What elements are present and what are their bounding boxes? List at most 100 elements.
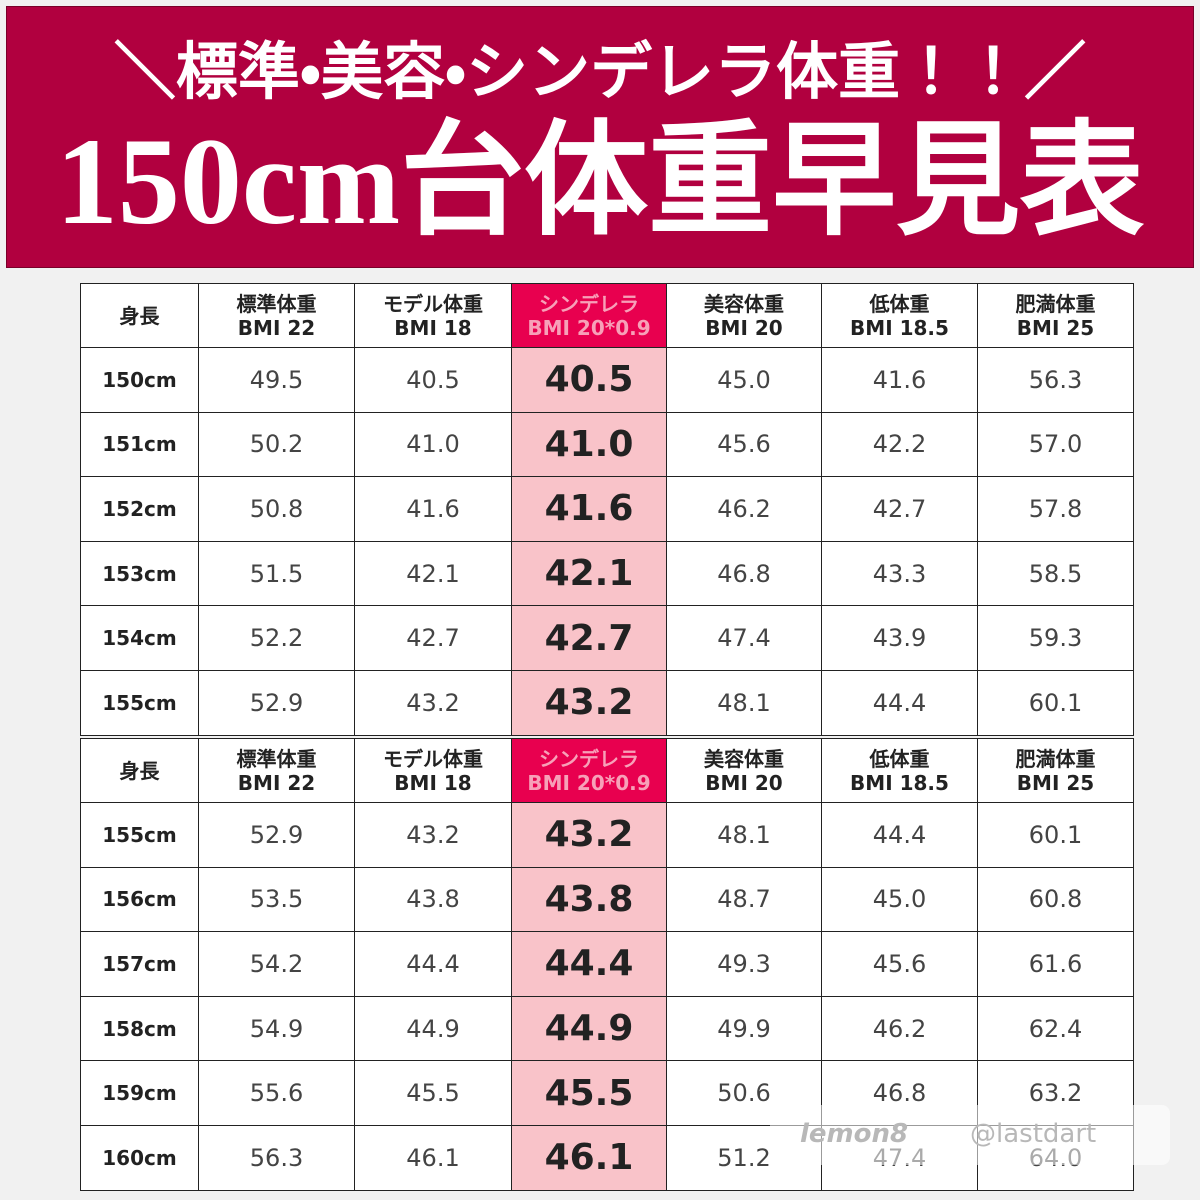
weight-cell: 50.8 [198,476,355,542]
weight-cell: 42.2 [821,411,978,478]
weight-cell: 49.3 [666,931,822,997]
header-cell: 標準体重 BMI 22 [198,738,355,803]
weight-cell: 43.9 [821,605,978,671]
weight-cell: 59.3 [977,605,1134,671]
weight-cell: 45.0 [821,866,978,933]
header-text: 標準体重 [236,746,317,771]
header-text: 肥満体重 [1015,746,1096,771]
weight-cell: 43.8 [354,866,512,933]
title-line1: ＼標準・美容・シンデレラ体重！！／ [113,35,1087,108]
weight-cell: 50.2 [198,411,355,478]
header-text: BMI 22 [237,315,316,340]
header-text: BMI 18 [394,770,472,795]
weight-cell: 42.1 [511,540,667,607]
header-text: 身長 [119,758,160,783]
weight-cell: 43.3 [821,540,978,607]
weight-cell: 56.3 [977,347,1134,413]
height-cell: 155cm [80,670,199,736]
header-text: 美容体重 [704,746,784,771]
height-cell: 152cm [80,476,199,542]
weight-cell: 54.9 [198,995,355,1062]
weight-cell: 54.2 [198,931,355,997]
weight-cell: 51.5 [198,540,355,607]
header-text: シンデレラ [539,746,639,771]
weight-cell: 41.0 [511,411,667,478]
weight-cell: 49.9 [666,995,822,1062]
header-cell: シンデレラ BMI 20*0.9 [511,283,667,348]
watermark: lemon8 @lastdart [770,1105,1170,1165]
weight-cell: 44.9 [354,995,512,1062]
header-text: BMI 18 [394,315,472,340]
header-text: 低体重 [869,746,930,771]
watermark-user: @lastdart [970,1119,1097,1149]
header-cell: 低体重 BMI 18.5 [821,738,978,803]
weight-cell: 43.2 [354,802,512,868]
weight-cell: 48.7 [666,866,822,933]
header-cell: モデル体重 BMI 18 [354,283,512,348]
weight-cell: 46.2 [666,476,822,542]
height-cell: 153cm [80,540,199,607]
weight-cell: 52.9 [198,670,355,736]
header-text: シンデレラ [539,291,639,316]
weight-cell: 43.2 [511,802,667,868]
weight-cell: 41.6 [354,476,512,542]
header-text: BMI 25 [1016,770,1095,795]
header-text: 低体重 [869,291,930,316]
weight-cell: 45.6 [821,931,978,997]
weight-cell: 42.7 [511,605,667,671]
weight-cell: 57.0 [977,411,1134,478]
weight-cell: 43.2 [511,670,667,736]
weight-cell: 40.5 [354,347,512,413]
weight-cell: 42.7 [821,476,978,542]
weight-cell: 41.0 [354,411,512,478]
weight-cell: 46.2 [821,995,978,1062]
header-cell: モデル体重 BMI 18 [354,738,512,803]
height-cell: 159cm [80,1060,199,1126]
header-text: モデル体重 [383,746,483,771]
header-cell: シンデレラ BMI 20*0.9 [511,738,667,803]
header-text: BMI 18.5 [850,770,949,795]
weight-cell: 49.5 [198,347,355,413]
height-cell: 150cm [80,347,199,413]
weight-cell: 46.8 [666,540,822,607]
weight-cell: 43.8 [511,866,667,933]
header-text: BMI 20 [705,770,783,795]
header-text: BMI 18.5 [850,315,949,340]
header-cell: 低体重 BMI 18.5 [821,283,978,348]
weight-cell: 60.8 [977,866,1134,933]
weight-cell: 56.3 [198,1125,355,1191]
header-text: BMI 20 [705,315,783,340]
title-line2: 150cm台体重早見表 [55,113,1145,250]
weight-cell: 60.1 [977,670,1134,736]
header-text: 肥満体重 [1015,291,1096,316]
header-cell: 身長 [80,738,199,803]
weight-cell: 44.4 [821,670,978,736]
weight-cell: 46.1 [354,1125,512,1191]
weight-cell: 43.2 [354,670,512,736]
height-cell: 151cm [80,411,199,478]
header-text: 身長 [119,303,160,328]
height-cell: 156cm [80,866,199,933]
weight-cell: 48.1 [666,670,822,736]
header-text: BMI 25 [1016,315,1095,340]
height-cell: 160cm [80,1125,199,1191]
weight-cell: 61.6 [977,931,1134,997]
weight-cell: 58.5 [977,540,1134,607]
watermark-app: lemon8 [800,1119,909,1149]
header-text: モデル体重 [383,291,483,316]
header-text: BMI 20*0.9 [527,770,651,795]
height-cell: 155cm [80,802,199,868]
weight-cell: 45.5 [354,1060,512,1126]
banner: ＼標準・美容・シンデレラ体重！！／ 150cm台体重早見表 [6,6,1194,268]
weight-cell: 42.7 [354,605,512,671]
weight-cell: 57.8 [977,476,1134,542]
weight-cell: 44.4 [511,931,667,997]
weight-cell: 52.2 [198,605,355,671]
height-cell: 157cm [80,931,199,997]
weight-cell: 45.0 [666,347,822,413]
header-text: 美容体重 [704,291,784,316]
header-cell: 美容体重 BMI 20 [666,738,822,803]
weight-cell: 41.6 [821,347,978,413]
weight-cell: 52.9 [198,802,355,868]
